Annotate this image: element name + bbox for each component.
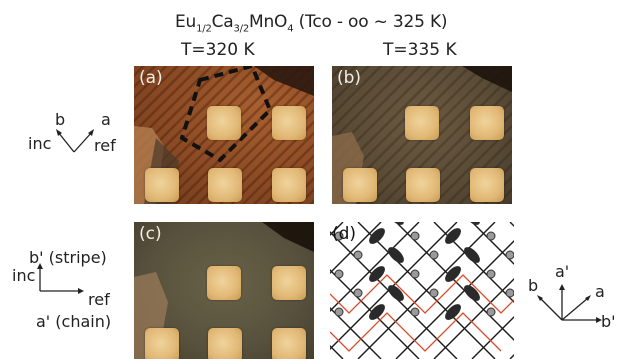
orbital-lobe (369, 228, 385, 244)
orbital-lobe (464, 285, 480, 301)
contact-pad (272, 328, 306, 359)
orbital-lobe (445, 228, 461, 244)
panel-d: (d) (330, 222, 514, 359)
lattice-site (410, 231, 420, 241)
axes-right-arrows (537, 284, 602, 323)
lattice-site (353, 250, 363, 260)
contact-pad (406, 168, 440, 202)
axis-label-ref: ref (94, 136, 116, 155)
contact-pad (272, 168, 306, 202)
panel-label-d: (d) (332, 224, 357, 244)
axis-label-right-b: b (528, 276, 539, 295)
panel-label-c: (c) (139, 224, 162, 244)
axis-label-inc: inc (28, 134, 52, 153)
lattice-site (486, 307, 496, 317)
orbital-lobe (330, 282, 331, 303)
axes-top-arrows (56, 129, 94, 153)
lattice-site (334, 269, 344, 279)
lattice-line (330, 307, 382, 359)
lattice-line (471, 222, 514, 265)
lattice-line (395, 240, 514, 359)
axis-label-right-a: a (595, 282, 605, 301)
chain-line (330, 274, 514, 314)
orbital-lobe (330, 244, 331, 265)
contact-pad (470, 168, 504, 202)
lattice-site (353, 288, 363, 298)
lattice-line (433, 278, 514, 359)
lattice-site (486, 269, 496, 279)
orbital-lobe (388, 285, 404, 301)
lattice-site (410, 269, 420, 279)
axis-label-a-prime: a' (chain) (36, 312, 112, 331)
panel-b: (b) (332, 66, 512, 204)
lattice-line (330, 222, 420, 312)
contact-pad (272, 106, 306, 140)
axis-label-right-b-prime: b' (601, 312, 616, 331)
contact-pad (207, 106, 241, 140)
orbital-lobe (369, 304, 385, 320)
contact-pad (272, 266, 306, 300)
lattice-site (334, 231, 344, 241)
lattice-site (429, 288, 439, 298)
orbital-lobe (445, 266, 461, 282)
axis-label-ref-mid: ref (88, 290, 110, 309)
panel-label-a: (a) (139, 68, 163, 88)
lattice-line (471, 316, 514, 359)
orbital-lobe (369, 266, 385, 282)
axis-label-right-a-prime: a' (555, 262, 570, 281)
temp-label-left: T=320 K (181, 40, 255, 60)
lattice-line (357, 222, 496, 359)
orbital-lobe (445, 304, 461, 320)
orbital-lobe (388, 222, 404, 225)
lattice-line (330, 222, 382, 274)
orbital-lattice (330, 222, 514, 359)
panel-label-b: (b) (337, 68, 362, 88)
contact-pad (208, 168, 242, 202)
panel-c: (c) (134, 222, 314, 359)
axes-mid-arrows (37, 263, 84, 294)
contact-pad (145, 328, 179, 359)
lattice-line (330, 222, 458, 350)
figure-title: Eu1/2Ca3/2MnO4 (Tco - oo ~ 325 K) (175, 12, 448, 35)
lattice-site (486, 231, 496, 241)
chain-line (330, 312, 502, 352)
contact-pad (470, 106, 504, 140)
orbital-lobe (388, 247, 404, 263)
lattice-site (410, 307, 420, 317)
contact-pad (207, 266, 241, 300)
contact-pad (405, 106, 439, 140)
temp-label-right: T=335 K (383, 40, 457, 60)
axis-label-b: b (55, 110, 66, 129)
panel-a: (a) (134, 66, 314, 204)
orbital-lobe (464, 222, 480, 225)
contact-pad (343, 168, 377, 202)
axis-label-inc-mid: inc (12, 266, 36, 285)
lattice-site (505, 288, 514, 298)
axis-label-a: a (101, 110, 111, 129)
axis-label-b-prime: b' (stripe) (29, 248, 107, 267)
lattice-site (505, 250, 514, 260)
lattice-site (334, 307, 344, 317)
orbital-lobe (330, 222, 331, 228)
lattice-site (429, 250, 439, 260)
contact-pad (208, 328, 242, 359)
orbital-lobe (464, 247, 480, 263)
contact-pad (145, 168, 179, 202)
